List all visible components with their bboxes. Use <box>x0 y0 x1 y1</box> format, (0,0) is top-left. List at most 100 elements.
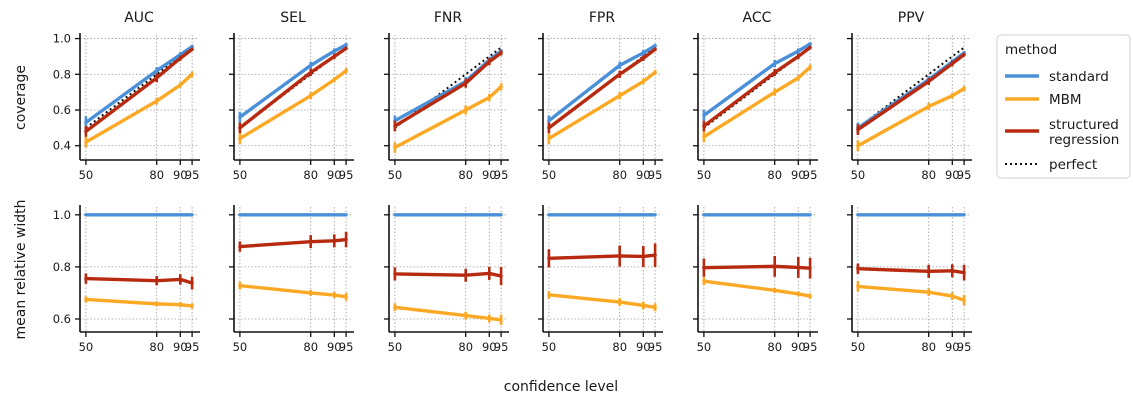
series-perfect-line <box>394 46 502 129</box>
x-tick-label: 80 <box>303 340 318 354</box>
series-MBM-line <box>393 85 503 150</box>
series-MBM-line <box>702 279 812 298</box>
x-tick-label: 50 <box>388 340 403 354</box>
y-axis-label-width: mean relative width <box>13 200 29 340</box>
series-structured_regression-line <box>238 237 348 249</box>
x-tick-label: 90 <box>636 340 651 354</box>
series-MBM-line <box>238 283 348 299</box>
x-tick-label: 80 <box>921 340 936 354</box>
x-tick-label: 50 <box>697 340 712 354</box>
series-structured_regression-line <box>702 45 812 128</box>
y-tick-label: 0.8 <box>53 260 71 274</box>
x-tick-label: 80 <box>458 168 473 182</box>
series-structured_regression-line <box>547 47 657 130</box>
series-MBM-line <box>856 284 966 302</box>
x-tick-label: 50 <box>233 168 248 182</box>
series-structured_regression-line <box>84 276 194 285</box>
x-tick-label: 90 <box>173 168 188 182</box>
x-tick-label: 50 <box>542 340 557 354</box>
x-tick-label: 80 <box>612 340 627 354</box>
x-tick-label: 90 <box>945 168 960 182</box>
x-tick-label: 80 <box>767 168 782 182</box>
series-MBM-line <box>393 305 503 322</box>
x-tick-label: 50 <box>388 168 403 182</box>
series-structured_regression-line <box>702 264 812 270</box>
series-standard-line <box>702 42 812 118</box>
x-tick-label: 95 <box>185 168 200 182</box>
series-perfect-line <box>85 46 193 129</box>
series-MBM-line <box>702 65 812 139</box>
x-tick-label: 95 <box>339 168 354 182</box>
x-tick-label: 90 <box>791 340 806 354</box>
x-tick-label: 80 <box>149 340 164 354</box>
panel-title-fpr: FPR <box>589 10 615 26</box>
legend-title: method <box>1005 42 1057 58</box>
y-axis-label-coverage: coverage <box>13 65 29 130</box>
legend-label-perfect: perfect <box>1049 157 1097 173</box>
series-standard-line <box>547 44 657 123</box>
x-tick-label: 90 <box>636 168 651 182</box>
series-structured_regression-line <box>547 253 657 260</box>
x-tick-label: 80 <box>767 340 782 354</box>
series-MBM-line <box>547 293 657 309</box>
x-tick-label: 95 <box>494 168 509 182</box>
panel-title-sel: SEL <box>280 10 306 26</box>
y-tick-label: 1.0 <box>53 32 71 46</box>
series-MBM-line <box>84 72 194 144</box>
series-standard-line <box>238 43 348 119</box>
x-tick-label: 95 <box>803 168 818 182</box>
series-standard-line <box>393 49 503 123</box>
panel-title-acc: ACC <box>743 10 772 26</box>
x-tick-label: 90 <box>327 168 342 182</box>
x-tick-label: 80 <box>149 168 164 182</box>
x-tick-label: 95 <box>803 340 818 354</box>
y-tick-label: 0.4 <box>53 139 71 153</box>
series-structured_regression-line <box>84 47 194 134</box>
x-tick-label: 50 <box>233 340 248 354</box>
x-tick-label: 95 <box>648 340 663 354</box>
series-MBM-line <box>856 86 966 148</box>
x-tick-label: 50 <box>79 168 94 182</box>
panel-title-auc: AUC <box>124 10 154 26</box>
x-tick-label: 80 <box>303 168 318 182</box>
panel-title-fnr: FNR <box>434 10 463 26</box>
y-tick-label: 0.6 <box>53 103 71 117</box>
legend-label-structured_regression: structured regression <box>1049 117 1119 148</box>
series-structured_regression-line <box>856 267 966 275</box>
x-tick-label: 90 <box>173 340 188 354</box>
legend-frame <box>996 34 1131 179</box>
series-structured_regression-line <box>393 51 503 128</box>
x-tick-label: 95 <box>957 168 972 182</box>
x-tick-label: 90 <box>482 168 497 182</box>
series-MBM-line <box>238 69 348 141</box>
x-tick-label: 80 <box>612 168 627 182</box>
series-structured_regression-line <box>856 52 966 132</box>
x-tick-label: 80 <box>921 168 936 182</box>
series-MBM-line <box>84 297 194 308</box>
series-perfect-line <box>857 46 965 129</box>
legend-label-MBM: MBM <box>1049 92 1082 108</box>
y-tick-label: 0.8 <box>53 67 71 81</box>
x-tick-label: 90 <box>791 168 806 182</box>
series-MBM-line <box>547 70 657 141</box>
x-tick-label: 50 <box>542 168 557 182</box>
x-tick-label: 95 <box>648 168 663 182</box>
x-axis-label: confidence level <box>504 379 618 395</box>
x-tick-label: 50 <box>79 340 94 354</box>
x-tick-label: 95 <box>957 340 972 354</box>
x-tick-label: 80 <box>458 340 473 354</box>
x-tick-label: 90 <box>482 340 497 354</box>
x-tick-label: 90 <box>945 340 960 354</box>
x-tick-label: 50 <box>851 168 866 182</box>
